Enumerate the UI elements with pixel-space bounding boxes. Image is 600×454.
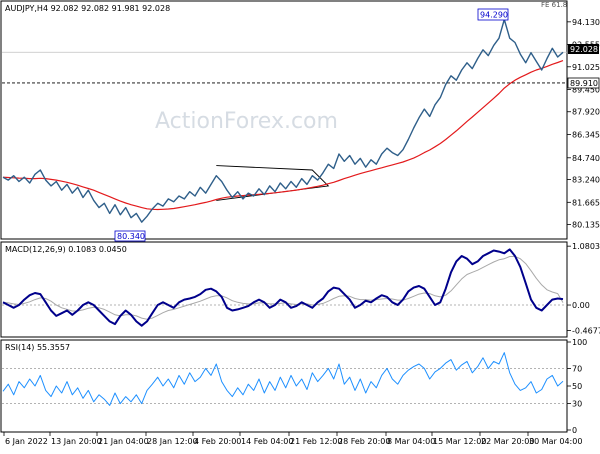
price-panel bbox=[0, 0, 568, 240]
rsi-line bbox=[2, 352, 564, 406]
price-tag-label: 92.028 bbox=[570, 45, 598, 54]
macd-tick-label: 1.0803 bbox=[572, 242, 600, 251]
fe-label: FE 61.8 bbox=[541, 1, 567, 9]
triangle-pattern bbox=[216, 165, 330, 201]
high-marker: 94.290 bbox=[477, 8, 509, 21]
price-tick-label: 84.740 bbox=[572, 154, 600, 163]
moving-average-line bbox=[2, 60, 564, 211]
price-tick-label: 80.135 bbox=[572, 221, 600, 230]
macd-panel bbox=[0, 241, 568, 338]
x-tick-label: 21 Feb 12:00 bbox=[290, 437, 342, 446]
price-tick-label: 91.025 bbox=[572, 63, 600, 72]
price-header: AUDJPY,H4 92.082 92.082 91.981 92.028 bbox=[5, 4, 170, 13]
macd-main-line bbox=[2, 248, 564, 327]
macd-signal-line bbox=[2, 256, 564, 320]
rsi-tick-label: 100 bbox=[572, 338, 587, 347]
x-tick-label: 21 Jan 04:00 bbox=[98, 437, 149, 446]
x-tick-label: 28 Feb 20:00 bbox=[338, 437, 390, 446]
level-tag: 89.910 bbox=[567, 77, 600, 89]
rsi-tick-label: 70 bbox=[572, 364, 582, 373]
x-tick-label: 6 Jan 2022 bbox=[5, 437, 48, 446]
low-marker-label: 80.340 bbox=[117, 232, 145, 241]
price-tick-label: 81.665 bbox=[572, 198, 600, 207]
x-tick-label: 4 Feb 20:00 bbox=[194, 437, 241, 446]
x-tick-label: 30 Mar 04:00 bbox=[529, 437, 582, 446]
price-tag: 92.028 bbox=[568, 44, 599, 54]
price-line bbox=[2, 18, 564, 223]
x-tick-label: 28 Jan 12:00 bbox=[147, 437, 198, 446]
price-tick-label: 83.240 bbox=[572, 176, 600, 185]
watermark: ActionForex.com bbox=[155, 109, 338, 134]
rsi-header: RSI(14) 55.3557 bbox=[5, 343, 70, 352]
rsi-plot bbox=[2, 352, 567, 406]
macd-y-axis: 1.0803 0.00 -0.4677 bbox=[567, 242, 600, 336]
price-tick-label: 87.920 bbox=[572, 108, 600, 117]
level-tag-label: 89.910 bbox=[570, 79, 598, 88]
rsi-panel bbox=[0, 339, 568, 433]
price-plot bbox=[2, 18, 567, 223]
macd-tick-label: -0.4677 bbox=[572, 327, 600, 336]
price-tick-label: 94.130 bbox=[572, 18, 600, 27]
macd-header: MACD(12,26,9) 0.1083 0.0450 bbox=[5, 245, 127, 254]
low-marker: 80.340 bbox=[114, 230, 146, 242]
x-tick-label: 13 Jan 20:00 bbox=[51, 437, 102, 446]
macd-plot bbox=[2, 248, 567, 327]
x-tick-label: 15 Mar 12:00 bbox=[433, 437, 486, 446]
price-tick-label: 86.345 bbox=[572, 131, 600, 140]
x-tick-label: 22 Mar 20:00 bbox=[481, 437, 534, 446]
macd-tick-label: 0.00 bbox=[572, 301, 590, 310]
rsi-tick-label: 0 bbox=[572, 426, 577, 435]
x-tick-label: 14 Feb 04:00 bbox=[241, 437, 293, 446]
price-tick-label: 89.450 bbox=[572, 86, 600, 95]
x-tick-label: 8 Mar 04:00 bbox=[387, 437, 435, 446]
rsi-tick-label: 30 bbox=[572, 400, 582, 409]
rsi-tick-label: 50 bbox=[572, 382, 582, 391]
high-marker-label: 94.290 bbox=[480, 11, 508, 20]
rsi-y-axis: 100 70 50 30 0 bbox=[567, 338, 587, 435]
